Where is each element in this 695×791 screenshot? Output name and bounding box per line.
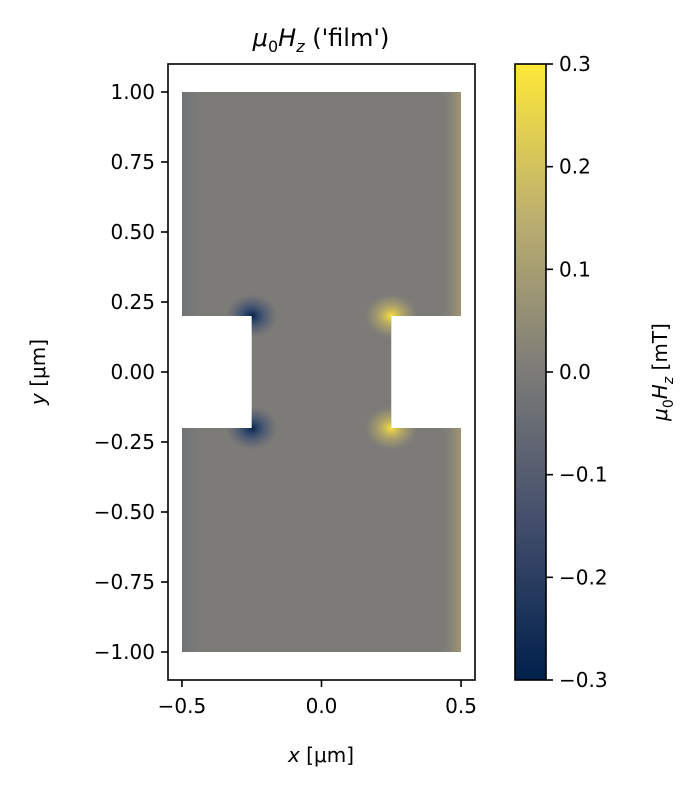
colorbar-tick-label: 0.2 <box>559 155 591 179</box>
y-tick-label: −0.25 <box>94 430 155 454</box>
x-tick-label: 0.0 <box>306 694 338 718</box>
film-base-field <box>181 92 462 652</box>
y-tick-label: −0.50 <box>94 500 155 524</box>
colorbar-tick-label: −0.3 <box>559 668 608 692</box>
y-tick-label: −0.75 <box>94 570 155 594</box>
y-tick-label: 1.00 <box>110 80 155 104</box>
colorbar: 0.3 0.2 0.1 0.0 −0.1 −0.2 −0.3 <box>514 52 608 692</box>
colorbar-ticks: 0.3 0.2 0.1 0.0 −0.1 −0.2 −0.3 <box>546 52 608 692</box>
colorbar-tick-label: 0.1 <box>559 257 591 281</box>
x-tick-label: −0.5 <box>158 694 207 718</box>
y-tick-label: 0.25 <box>110 290 155 314</box>
y-tick-label: −1.00 <box>94 640 155 664</box>
film-left-edge-shading <box>181 92 200 652</box>
colorbar-label: μ0Hz [mT] <box>648 323 677 422</box>
plot-area: −0.5 0.0 0.5 1.00 0.75 0.50 0.25 0.00 −0.25 −0.5… <box>94 63 477 718</box>
positive-field-hotspot-bottom <box>365 406 418 450</box>
negative-field-hotspot-top <box>225 294 278 338</box>
colorbar-tick-label: 0.3 <box>559 52 591 76</box>
colorbar-tick-label: 0.0 <box>559 360 591 384</box>
y-axis-ticks: 1.00 0.75 0.50 0.25 0.00 −0.25 −0.50 −0.75 −1.00 <box>94 80 168 664</box>
chart-title: μ0Hz ('film') <box>252 24 390 56</box>
negative-field-hotspot-bottom <box>225 406 278 450</box>
colorbar-tick-label: −0.2 <box>559 565 608 589</box>
y-tick-label: 0.00 <box>110 360 155 384</box>
colorbar-gradient <box>514 63 547 681</box>
colorbar-tick-label: −0.1 <box>559 463 608 487</box>
x-tick-label: 0.5 <box>445 694 477 718</box>
y-tick-label: 0.75 <box>110 150 155 174</box>
x-axis-label: x [μm] <box>287 743 354 767</box>
y-axis-label: y [μm] <box>26 339 50 406</box>
x-axis-ticks: −0.5 0.0 0.5 <box>158 680 477 718</box>
film-right-edge-shading <box>445 92 462 652</box>
film-field-map <box>181 92 462 652</box>
positive-field-hotspot-top <box>365 294 418 338</box>
y-tick-label: 0.50 <box>110 220 155 244</box>
